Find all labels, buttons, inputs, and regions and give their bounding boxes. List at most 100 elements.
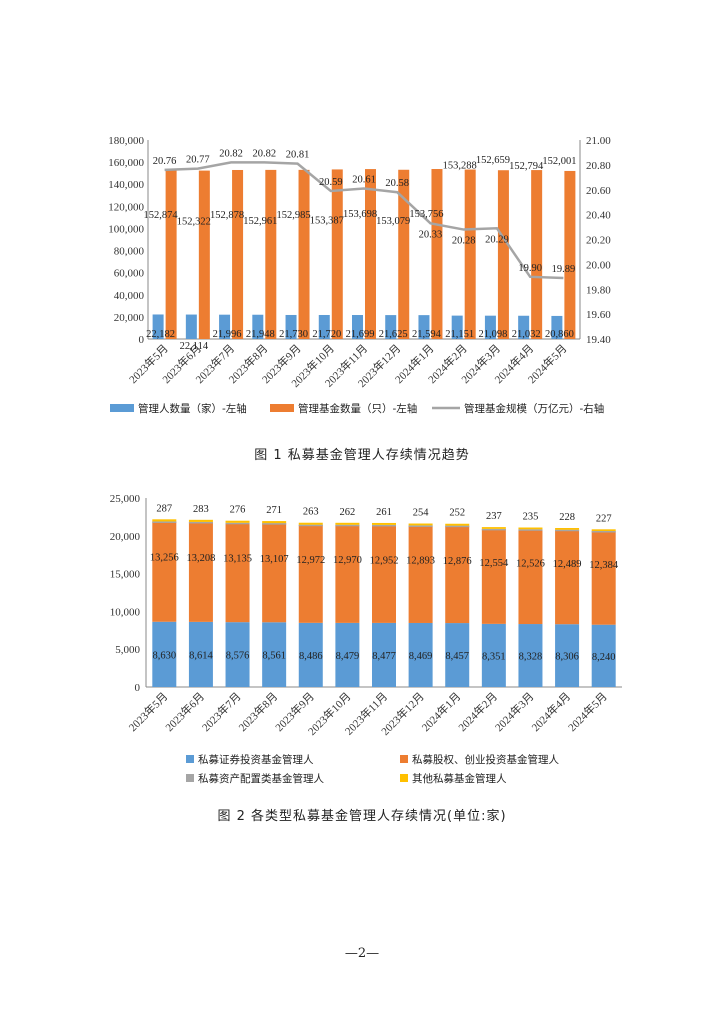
label-scale: 20.77 xyxy=(186,155,210,166)
stack-segment-0 xyxy=(445,623,470,687)
stack-segment-3 xyxy=(298,522,323,525)
y-tick-label: 20,000 xyxy=(110,531,141,543)
bar-funds xyxy=(331,169,343,339)
label-equity: 13,208 xyxy=(186,553,215,564)
right-tick-label: 20.00 xyxy=(586,259,611,271)
stack-segment-3 xyxy=(481,527,506,529)
label-equity: 12,876 xyxy=(443,556,472,567)
label-funds: 152,961 xyxy=(243,216,277,227)
legend-label-0: 私募证券投资基金管理人 xyxy=(198,753,314,766)
label-equity: 12,489 xyxy=(553,559,582,570)
stack-segment-3 xyxy=(555,527,580,530)
stack-segment-2 xyxy=(518,529,543,531)
label-other: 263 xyxy=(303,507,319,518)
label-managers: 21,032 xyxy=(512,329,541,340)
label-funds: 153,387 xyxy=(310,215,344,226)
label-managers: 21,720 xyxy=(312,329,341,340)
label-other: 227 xyxy=(596,513,612,524)
stack-segment-0 xyxy=(262,622,287,687)
stack-segment-0 xyxy=(481,623,506,687)
label-managers: 21,594 xyxy=(412,329,442,340)
right-tick-label: 19.60 xyxy=(586,309,611,321)
left-tick-label: 40,000 xyxy=(114,290,145,302)
label-scale: 19.90 xyxy=(518,263,542,274)
y-tick-label: 15,000 xyxy=(110,569,141,581)
x-tick-label: 2023年7月 xyxy=(199,689,244,734)
x-tick-label: 2024年3月 xyxy=(492,689,537,734)
bar-funds xyxy=(165,169,177,339)
stack-segment-0 xyxy=(408,622,433,687)
label-equity: 13,256 xyxy=(150,553,179,564)
chart-1-caption: 图 1 私募基金管理人存续情况趋势 xyxy=(254,448,470,463)
label-funds: 153,756 xyxy=(409,209,443,220)
stack-segment-0 xyxy=(225,622,250,687)
label-securities: 8,561 xyxy=(262,651,286,662)
bar-funds xyxy=(298,169,310,339)
legend-swatch-1 xyxy=(400,755,408,763)
stack-segment-1 xyxy=(188,522,213,622)
label-funds: 152,878 xyxy=(210,210,244,221)
x-tick-label: 2023年6月 xyxy=(162,689,207,734)
bar-managers xyxy=(185,314,197,339)
stack-segment-3 xyxy=(225,520,250,523)
label-securities: 8,630 xyxy=(152,650,176,661)
label-other: 254 xyxy=(413,508,430,519)
page-number: —2— xyxy=(344,946,380,961)
chart-1: 020,00040,00060,00080,000100,000120,0001… xyxy=(108,135,611,415)
y-tick-label: 5,000 xyxy=(115,644,140,656)
left-tick-label: 80,000 xyxy=(114,246,145,258)
label-managers: 21,730 xyxy=(279,329,308,340)
y-tick-label: 25,000 xyxy=(110,493,141,505)
label-scale: 20.82 xyxy=(219,148,243,159)
legend-swatch-3 xyxy=(400,774,408,782)
stack-segment-3 xyxy=(445,523,470,526)
label-scale: 20.58 xyxy=(385,178,409,189)
label-managers: 21,948 xyxy=(246,329,275,340)
label-other: 271 xyxy=(266,505,282,516)
stack-segment-2 xyxy=(372,524,396,527)
x-tick-label: 2024年1月 xyxy=(418,689,463,734)
label-funds: 152,322 xyxy=(177,217,211,228)
label-securities: 8,486 xyxy=(299,651,323,662)
left-tick-label: 140,000 xyxy=(108,179,144,191)
x-tick-label: 2023年8月 xyxy=(235,689,280,734)
y-tick-label: 0 xyxy=(135,682,141,694)
stack-segment-0 xyxy=(188,621,213,687)
label-scale: 19.89 xyxy=(552,264,576,275)
stack-segment-3 xyxy=(591,529,616,532)
label-funds: 153,079 xyxy=(376,216,410,227)
bar-managers xyxy=(385,315,397,339)
bar-managers xyxy=(418,315,430,339)
label-funds: 152,985 xyxy=(276,210,310,221)
label-managers: 21,996 xyxy=(213,329,242,340)
label-securities: 8,351 xyxy=(482,651,506,662)
label-securities: 8,240 xyxy=(592,652,616,663)
bar-funds xyxy=(497,170,509,339)
stack-segment-1 xyxy=(298,524,323,623)
legend-label-managers: 管理人数量（家）-左轴 xyxy=(138,402,247,415)
label-equity: 12,384 xyxy=(589,560,619,571)
left-tick-label: 160,000 xyxy=(108,157,144,169)
label-managers: 21,151 xyxy=(445,329,474,340)
label-securities: 8,306 xyxy=(555,652,579,663)
stack-segment-3 xyxy=(152,519,177,522)
legend-label-funds: 管理基金数量（只）-左轴 xyxy=(298,402,417,415)
label-securities: 8,469 xyxy=(409,651,433,662)
bar-managers xyxy=(518,315,530,339)
x-tick-label: 2024年2月 xyxy=(455,689,500,734)
left-tick-label: 120,000 xyxy=(108,201,144,213)
y-tick-label: 10,000 xyxy=(110,606,141,618)
bar-managers xyxy=(285,314,297,339)
left-tick-label: 60,000 xyxy=(114,268,145,280)
stack-segment-2 xyxy=(445,525,470,528)
stack-segment-1 xyxy=(445,525,470,624)
stack-segment-3 xyxy=(408,523,433,526)
label-funds: 152,659 xyxy=(476,155,510,166)
left-tick-label: 180,000 xyxy=(108,135,144,147)
stack-segment-1 xyxy=(591,531,616,625)
label-funds: 153,288 xyxy=(443,161,477,172)
legend-label-2: 私募资产配置类基金管理人 xyxy=(198,772,324,785)
label-other: 237 xyxy=(486,511,502,522)
label-scale: 20.76 xyxy=(153,156,177,167)
